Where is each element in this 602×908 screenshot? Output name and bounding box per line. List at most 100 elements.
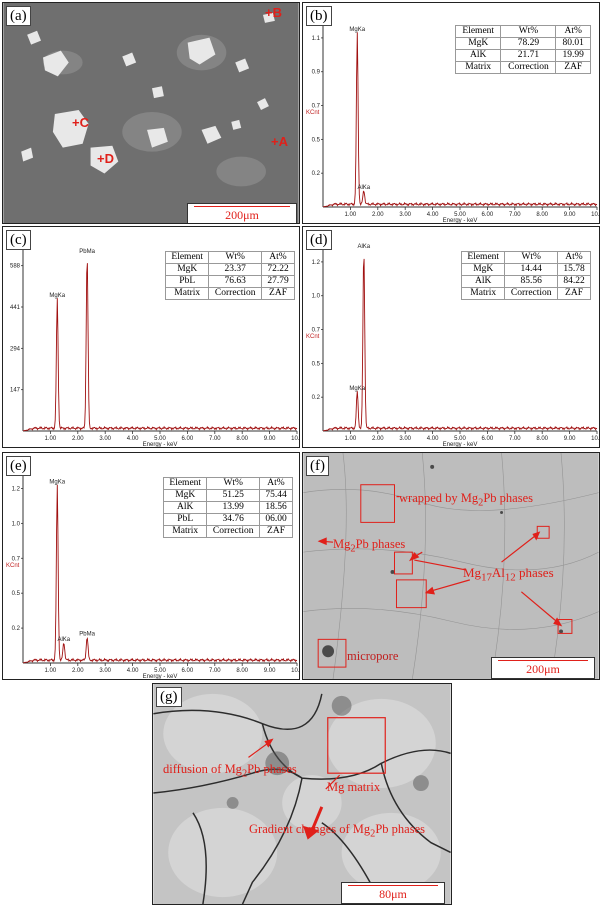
x-tick-label: 9.00 <box>564 436 576 442</box>
peak-label: AlKa <box>357 185 370 191</box>
table-row: Matrix Correction ZAF <box>162 525 293 538</box>
y-tick-label: 0.5 <box>12 591 21 597</box>
annotation-wrapped: wrapped by Mg2Pb phases <box>399 491 533 509</box>
y-tick-label: 0.7 <box>312 328 321 334</box>
table-row: Matrix Correction ZAF <box>454 61 591 74</box>
x-tick-label: 3.00 <box>99 436 111 442</box>
table-cell: Correction <box>504 287 559 300</box>
x-tick-label: 4.00 <box>427 436 439 442</box>
panel-b: 1.00 2.00 3.00 4.00 5.00 6.00 7.00 8.00 9.00 10.0… <box>302 2 600 224</box>
x-tick-label: 2.00 <box>72 668 84 674</box>
scale-box-g: 80μm <box>341 882 445 904</box>
peak-label: MgKa <box>349 27 365 33</box>
annotation-mg2pb: Mg2Pb phases <box>333 537 405 555</box>
scale-text-a: 200μm <box>225 208 259 222</box>
scale-bar-a <box>194 206 290 207</box>
spectrum-line <box>22 484 298 664</box>
annotation-gradient-text: Gradient changes of Mg <box>249 822 371 836</box>
panel-label-e: (e) <box>6 456 31 476</box>
sem-image-g <box>153 684 451 904</box>
spectrum-line <box>322 32 598 208</box>
x-tick-label: 5.00 <box>154 436 166 442</box>
table-cell: 06.00 <box>259 513 293 526</box>
y-tick-label: 0.5 <box>312 137 321 143</box>
annotation-mg17-mid: Al <box>491 565 505 580</box>
annotation-wrapped-tail: Pb phases <box>483 491 534 505</box>
spectrum-line <box>22 263 298 432</box>
eds-table-e: Element Wt% At% MgK 51.25 75.44 AlK 13.99 18.56 P… <box>162 477 293 538</box>
x-tick-label: 6.00 <box>182 668 194 674</box>
x-tick-label: 8.00 <box>236 436 248 442</box>
table-row: AlK 21.71 19.99 <box>454 49 591 62</box>
table-header-cell: At% <box>261 251 295 264</box>
table-cell: 75.44 <box>259 489 293 502</box>
table-header-cell: At% <box>557 251 591 264</box>
peak-label: MgKa <box>49 479 65 485</box>
y-tick-label: 0.7 <box>12 556 21 562</box>
table-header-cell: Element <box>454 25 502 38</box>
table-cell: 14.44 <box>504 263 559 276</box>
table-row: Matrix Correction ZAF <box>460 287 591 300</box>
table-cell: AlK <box>460 275 506 288</box>
x-tick-label: 2.00 <box>372 436 384 442</box>
x-tick-label: 6.00 <box>182 436 194 442</box>
peak-label: PbMa <box>79 632 95 638</box>
peak-label: AlKa <box>357 244 370 250</box>
table-header-row: Element Wt% At% <box>454 25 591 38</box>
table-cell: ZAF <box>557 287 591 300</box>
table-header-row: Element Wt% At% <box>162 477 293 490</box>
point-c-name: C <box>79 115 89 130</box>
x-tick-label: 8.00 <box>536 212 548 218</box>
table-cell: Correction <box>206 525 261 538</box>
table-cell: 51.25 <box>206 489 261 502</box>
table-cell: MgK <box>164 263 210 276</box>
table-header-cell: Wt% <box>500 25 557 38</box>
table-cell: 13.99 <box>206 501 261 514</box>
x-tick-label: 4.00 <box>427 212 439 218</box>
x-tick-label: 6.00 <box>482 212 494 218</box>
table-cell: MgK <box>460 263 506 276</box>
scale-bar-g <box>348 885 438 886</box>
table-cell: Matrix <box>454 61 502 74</box>
point-c-label: +C <box>72 115 89 130</box>
panel-label-d: (d) <box>306 230 332 250</box>
table-cell: ZAF <box>555 61 591 74</box>
panel-e: 1.00 2.00 3.00 4.00 5.00 6.00 7.00 8.00 9.00 10.0… <box>2 452 300 680</box>
table-cell: 27.79 <box>261 275 295 288</box>
panel-label-c: (c) <box>6 230 31 250</box>
table-cell: 72.22 <box>261 263 295 276</box>
table-row: MgK 78.29 80.01 <box>454 37 591 50</box>
x-tick-label: 9.00 <box>264 668 276 674</box>
y-tick-label: 0.2 <box>12 626 21 632</box>
y-tick-label: 1.0 <box>12 521 21 527</box>
eds-table-d: Element Wt% At% MgK 14.44 15.78 AlK 85.56 84.22 M… <box>460 251 591 300</box>
x-axis-label: Energy - keV <box>143 442 178 448</box>
y-tick-label: 294 <box>10 346 21 352</box>
x-tick-label: 10.0 <box>291 436 300 442</box>
annotation-micropore: micropore <box>347 649 399 663</box>
annotation-diffusion-tail: Pb phases <box>247 762 297 776</box>
x-tick-label: 7.00 <box>209 668 221 674</box>
scale-box-a: 200μm <box>187 203 297 223</box>
table-header-cell: At% <box>259 477 293 490</box>
table-header-cell: Element <box>162 477 208 490</box>
table-row: AlK 85.56 84.22 <box>460 275 591 288</box>
y-tick-label: 588 <box>10 264 21 270</box>
eds-chart-c: 1.00 2.00 3.00 4.00 5.00 6.00 7.00 8.00 9.00 10.0… <box>10 245 300 448</box>
x-tick-label: 2.00 <box>72 436 84 442</box>
eds-chart-e: 1.00 2.00 3.00 4.00 5.00 6.00 7.00 8.00 9.00 10.0… <box>6 471 299 679</box>
panel-label-a: (a) <box>6 6 31 26</box>
table-cell: Matrix <box>162 525 208 538</box>
table-cell: ZAF <box>261 287 295 300</box>
table-row: MgK 23.37 72.22 <box>164 263 295 276</box>
point-d-name: D <box>104 151 114 166</box>
table-cell: PbL <box>162 513 208 526</box>
panel-c: 1.00 2.00 3.00 4.00 5.00 6.00 7.00 8.00 9.00 10.0… <box>2 226 300 448</box>
x-tick-label: 7.00 <box>509 436 521 442</box>
table-header-row: Element Wt% At% <box>164 251 295 264</box>
x-tick-label: 3.00 <box>399 436 411 442</box>
table-cell: 23.37 <box>208 263 263 276</box>
peak-label: MgKa <box>349 386 365 392</box>
eds-table-c: Element Wt% At% MgK 23.37 72.22 PbL 76.63 27.79 M… <box>164 251 295 300</box>
annotation-mg17-text: Mg <box>463 565 482 580</box>
